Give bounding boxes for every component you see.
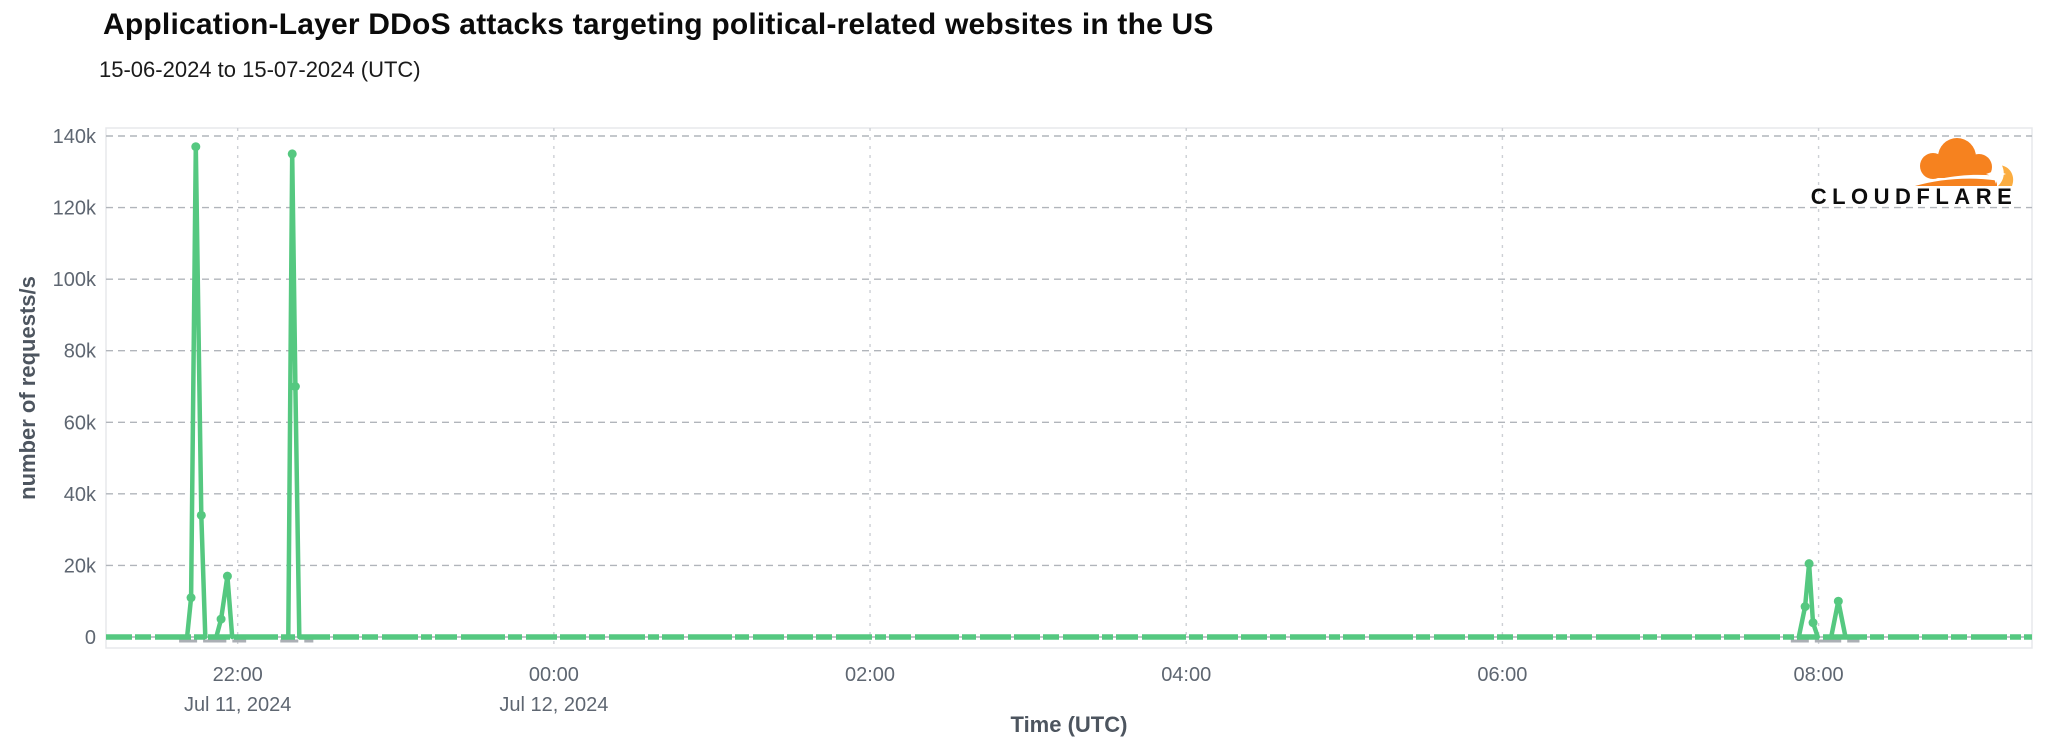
x-tick-label: 04:00 [1161, 664, 1211, 686]
data-point-marker [290, 382, 300, 391]
data-point-marker [196, 510, 206, 520]
cloudflare-wordmark: CLOUDFLARE [1811, 184, 2018, 209]
x-tick-date-label: Jul 11, 2024 [184, 694, 292, 716]
plot-border [105, 127, 2033, 649]
y-tick-label: 40k [64, 484, 97, 506]
x-tick-label: 00:00 [529, 664, 579, 686]
series-spike [184, 144, 208, 640]
y-tick-label: 80k [64, 341, 97, 363]
x-tick-label: 08:00 [1794, 664, 1844, 686]
y-tick-label: 20k [64, 555, 97, 577]
x-axis-title: Time (UTC) [1010, 712, 1128, 737]
data-point-marker [1808, 618, 1818, 628]
x-tick-label: 22:00 [213, 664, 263, 686]
y-tick-label: 120k [53, 198, 97, 220]
y-tick-label: 140k [53, 126, 97, 148]
x-tick-label: 06:00 [1477, 664, 1527, 686]
cloudflare-cloud-icon [1907, 138, 2014, 190]
series-spike [1828, 598, 1848, 640]
chart-subtitle: 15-06-2024 to 15-07-2024 (UTC) [99, 57, 421, 82]
y-tick-label: 0 [85, 627, 96, 649]
data-point-marker [287, 149, 297, 159]
data-point-marker [1804, 559, 1814, 569]
data-point-marker [191, 142, 201, 152]
y-tick-label: 60k [64, 412, 97, 434]
y-axis-title: number of requests/s [15, 276, 40, 500]
x-tick-label: 02:00 [845, 664, 895, 686]
data-point-marker [222, 571, 232, 581]
y-tick-label: 100k [53, 269, 97, 291]
data-point-marker [1833, 596, 1843, 606]
series-spike [286, 151, 302, 640]
data-point-marker [216, 614, 226, 624]
chart-title: Application-Layer DDoS attacks targeting… [103, 8, 1214, 41]
data-point-marker [1800, 602, 1810, 612]
series-spike [214, 573, 235, 640]
data-point-marker [186, 593, 196, 603]
x-tick-date-label: Jul 12, 2024 [499, 694, 608, 716]
cloudflare-logo: CLOUDFLARE [1811, 138, 2018, 209]
